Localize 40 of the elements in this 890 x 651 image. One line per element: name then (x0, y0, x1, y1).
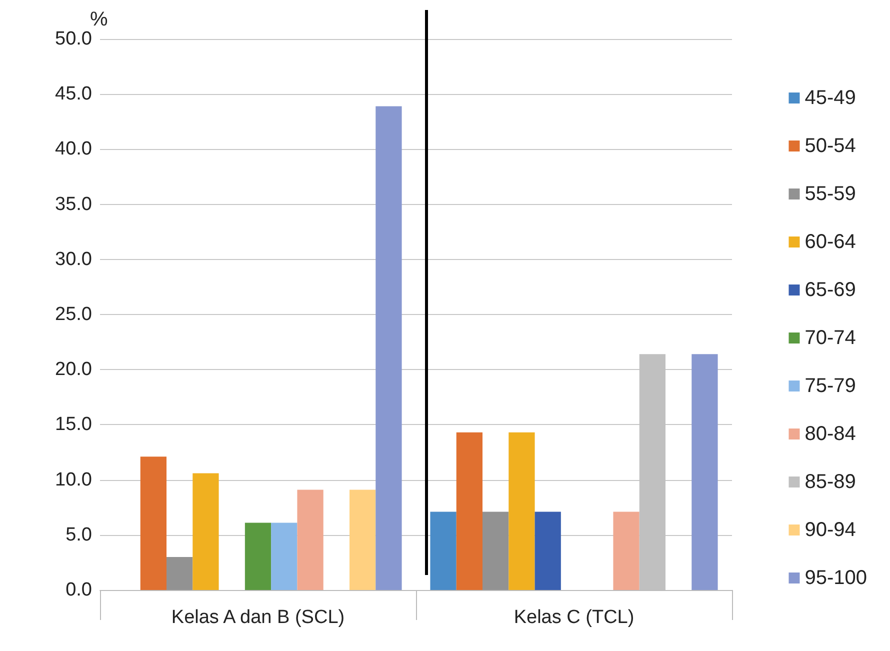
y-tick-label: 40.0 (55, 138, 92, 160)
bar (482, 512, 509, 590)
y-tick-label: 0.0 (66, 580, 92, 600)
y-tick-label: 45.0 (55, 84, 92, 105)
bar (613, 512, 640, 590)
legend-label: 70-74 (804, 327, 856, 349)
x-tick-label: Kelas C (TCL) (514, 607, 634, 628)
legend-label: 85-89 (804, 471, 856, 493)
bar (349, 490, 376, 590)
y-tick-label: 30.0 (55, 248, 92, 270)
bar (534, 512, 561, 590)
y-tick-label: 15.0 (55, 414, 92, 436)
bar (297, 490, 324, 590)
legend-label: 80-84 (804, 423, 856, 445)
y-tick-label: 20.0 (55, 359, 92, 380)
bar (166, 556, 193, 590)
legend-label: 45-49 (804, 87, 856, 109)
y-axis-title: % (90, 8, 108, 31)
y-tick-label: 25.0 (55, 304, 92, 325)
legend-label: 75-79 (804, 375, 856, 397)
legend-label: 50-54 (804, 135, 856, 157)
bar (692, 354, 718, 590)
bar (271, 522, 298, 590)
bar (244, 522, 272, 590)
y-tick-label: 10.0 (55, 469, 92, 490)
x-tick-label: Kelas A dan B (SCL) (171, 607, 345, 628)
bar (456, 432, 483, 590)
bar (430, 512, 456, 590)
bar (140, 456, 167, 590)
y-tick-label: 50.0 (55, 28, 92, 50)
legend-label: 55-59 (804, 183, 856, 205)
y-tick-label: 5.0 (66, 524, 92, 546)
legend-label: 95-100 (804, 567, 868, 589)
y-tick-label: 35.0 (55, 194, 92, 215)
bar (508, 432, 535, 590)
legend-label: 90-94 (804, 519, 856, 541)
bar (192, 473, 219, 590)
legend-label: 60-64 (804, 231, 856, 253)
legend-label: 65-69 (804, 279, 856, 301)
bar (376, 106, 402, 590)
